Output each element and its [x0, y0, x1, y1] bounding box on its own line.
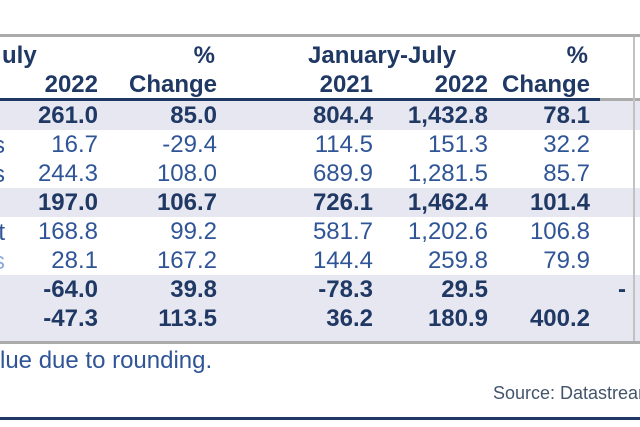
cell: 151.3: [427, 131, 488, 158]
cell: 726.1: [312, 189, 373, 216]
cell: -64.0: [43, 276, 98, 303]
cell: 689.9: [312, 160, 373, 187]
cell: [590, 217, 634, 246]
cell: 113.5: [158, 305, 217, 332]
header-rule-gray: [600, 98, 640, 101]
header-group-july-tail: uly: [2, 42, 37, 69]
cell: 261.0: [37, 102, 98, 129]
footnote-text: lue due to rounding.: [0, 347, 213, 374]
column-header: 2022: [434, 71, 488, 98]
cell: 101.4: [529, 189, 590, 216]
cell: 1,432.8: [407, 102, 488, 129]
cell: 29.5: [441, 276, 488, 303]
header-rule-navy: [0, 98, 600, 101]
table-row: 197.0 106.7 726.1 1,462.4 101.4: [0, 188, 640, 217]
table-row: s 28.1 167.2 144.4 259.8 79.9: [0, 246, 640, 275]
row-label-fragment: s: [0, 161, 5, 188]
cell: 144.4: [312, 247, 373, 274]
header-pct-symbol-2: %: [566, 42, 588, 69]
header-pct-symbol-1: %: [193, 42, 215, 69]
cell: 400.2: [529, 305, 590, 332]
cell: 36.2: [326, 305, 373, 332]
table-row: t 168.8 99.2 581.7 1,202.6 106.8: [0, 217, 640, 246]
cell: 99.2: [170, 218, 217, 245]
table-row: s 244.3 108.0 689.9 1,281.5 85.7: [0, 159, 640, 188]
table-row: 261.0 85.0 804.4 1,432.8 78.1: [0, 101, 640, 130]
cell: 167.2: [156, 247, 217, 274]
cell: 108.0: [156, 160, 217, 187]
table-header-groups: uly % January-July %: [0, 41, 640, 70]
cell: 197.0: [37, 189, 98, 216]
table-row: -64.0 39.8 -78.3 29.5 -: [0, 275, 640, 304]
cell: [590, 188, 634, 217]
cell: 114.5: [314, 131, 373, 158]
table-row: s 16.7 -29.4 114.5 151.3 32.2: [0, 130, 640, 159]
cell: 1,202.6: [407, 218, 488, 245]
cell: [590, 101, 634, 130]
cell: 28.1: [51, 247, 98, 274]
table-header-columns: 2022 Change 2021 2022 Change: [0, 70, 640, 99]
column-header: 2022: [44, 71, 98, 98]
cell: 180.9: [427, 305, 488, 332]
cell: -29.4: [162, 131, 217, 158]
column-separator-line: [633, 37, 635, 341]
cell: [488, 275, 590, 304]
bottom-rule: [0, 417, 640, 420]
column-header: Change: [128, 71, 217, 98]
cell: 581.7: [312, 218, 373, 245]
cell: 16.7: [51, 131, 98, 158]
cell: -47.3: [43, 305, 98, 332]
row-label-fragment: s: [0, 248, 5, 275]
cell: -: [618, 276, 626, 303]
cell: [590, 304, 634, 341]
table-bottom-rule: [0, 341, 640, 344]
cell: 106.7: [156, 189, 217, 216]
column-header: Change: [501, 71, 590, 98]
cell: 85.0: [170, 102, 217, 129]
cell: 244.3: [37, 160, 98, 187]
cell: [590, 246, 634, 275]
cell: [590, 159, 634, 188]
top-rule: [0, 34, 640, 37]
cell: 259.8: [427, 247, 488, 274]
cell: 168.8: [37, 218, 98, 245]
cell: 39.8: [170, 276, 217, 303]
cell: 79.9: [543, 247, 590, 274]
row-label-fragment: t: [0, 219, 5, 246]
source-credit: Source: Datastream: [493, 383, 640, 403]
cell: 85.7: [543, 160, 590, 187]
cell: -78.3: [318, 276, 373, 303]
table-row: -47.3 113.5 36.2 180.9 400.2: [0, 304, 640, 341]
cell: 1,462.4: [407, 189, 488, 216]
cell: 78.1: [543, 102, 590, 129]
column-header-spacer: [590, 70, 634, 99]
header-group-january-july: January-July: [308, 42, 457, 69]
cell: 804.4: [312, 102, 373, 129]
cell: [590, 130, 634, 159]
row-label-fragment: s: [0, 132, 5, 159]
column-header: 2021: [319, 71, 373, 98]
cell: 106.8: [529, 218, 590, 245]
cell: 1,281.5: [407, 160, 488, 187]
cell: 32.2: [543, 131, 590, 158]
